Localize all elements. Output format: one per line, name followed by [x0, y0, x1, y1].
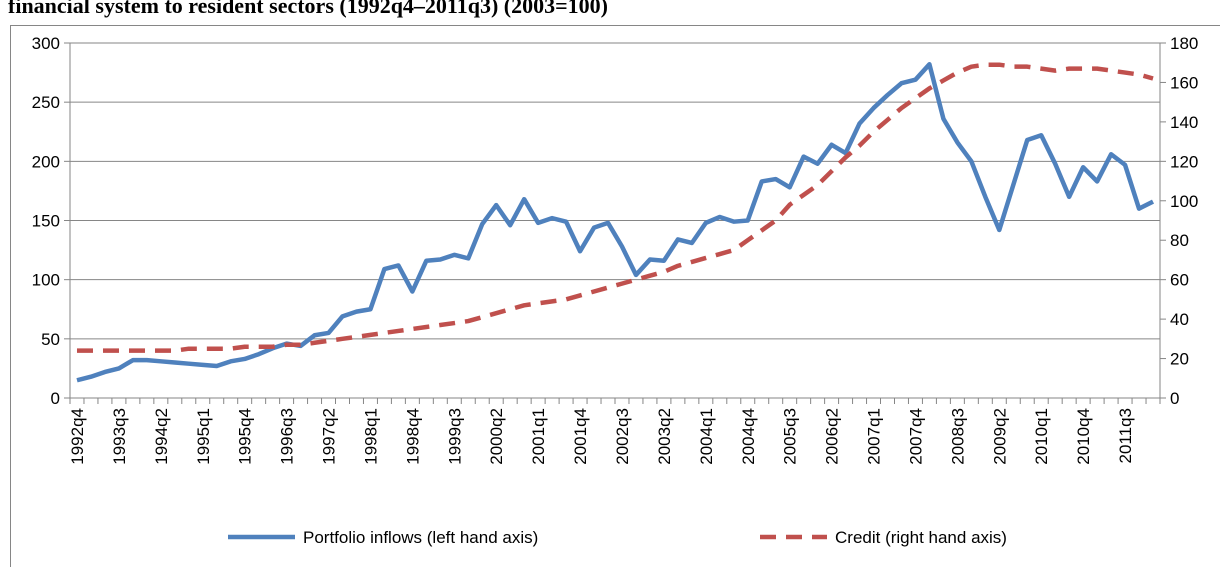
x-tick-label: 1993q3 [110, 408, 129, 465]
legend-label: Portfolio inflows (left hand axis) [303, 528, 538, 547]
y-tick-label: 300 [32, 34, 60, 53]
x-tick-label: 2005q3 [781, 408, 800, 465]
y2-tick-label: 20 [1170, 350, 1189, 369]
y2-tick-label: 180 [1170, 34, 1198, 53]
x-tick-label: 1992q4 [68, 408, 87, 465]
x-tick-label: 1994q2 [152, 408, 171, 465]
y-tick-label: 100 [32, 271, 60, 290]
y2-tick-label: 0 [1170, 389, 1179, 408]
x-tick-label: 1999q3 [445, 408, 464, 465]
x-tick-label: 1995q4 [236, 408, 255, 465]
y2-tick-label: 40 [1170, 310, 1189, 329]
y2-tick-label: 60 [1170, 271, 1189, 290]
x-tick-label: 1998q4 [403, 408, 422, 465]
x-tick-label: 2007q4 [906, 408, 925, 465]
y-tick-label: 0 [51, 389, 60, 408]
y2-tick-label: 80 [1170, 231, 1189, 250]
x-tick-label: 2008q3 [948, 408, 967, 465]
x-tick-label: 2002q3 [613, 408, 632, 465]
y-tick-label: 250 [32, 93, 60, 112]
x-tick-label: 1998q1 [361, 408, 380, 465]
y2-tick-label: 160 [1170, 73, 1198, 92]
x-tick-label: 2000q2 [487, 408, 506, 465]
chart-title: financial system to resident sectors (19… [8, 0, 608, 18]
x-tick-label: 2003q2 [655, 408, 674, 465]
x-tick-label: 2010q1 [1032, 408, 1051, 465]
y-tick-label: 150 [32, 212, 60, 231]
x-tick-label: 2006q2 [823, 408, 842, 465]
series-line [76, 62, 1155, 383]
y2-tick-label: 120 [1170, 152, 1198, 171]
x-tick-label: 1997q2 [320, 408, 339, 465]
chart-frame [10, 25, 1220, 567]
x-tick-label: 2010q4 [1074, 408, 1093, 465]
series-line [76, 62, 1154, 353]
x-tick-label: 2004q1 [697, 408, 716, 465]
y-tick-label: 200 [32, 152, 60, 171]
x-tick-label: 1996q3 [278, 408, 297, 465]
x-tick-label: 2011q3 [1116, 408, 1135, 463]
x-tick-label: 2001q4 [571, 408, 590, 465]
x-tick-label: 2001q1 [529, 408, 548, 465]
y2-tick-label: 140 [1170, 113, 1198, 132]
x-tick-label: 2009q2 [990, 408, 1009, 465]
legend-label: Credit (right hand axis) [835, 528, 1007, 547]
x-tick-label: 1995q1 [194, 408, 213, 465]
x-tick-label: 2004q4 [739, 408, 758, 465]
x-tick-label: 2007q1 [865, 408, 884, 465]
y2-tick-label: 100 [1170, 192, 1198, 211]
y-tick-label: 50 [41, 330, 60, 349]
